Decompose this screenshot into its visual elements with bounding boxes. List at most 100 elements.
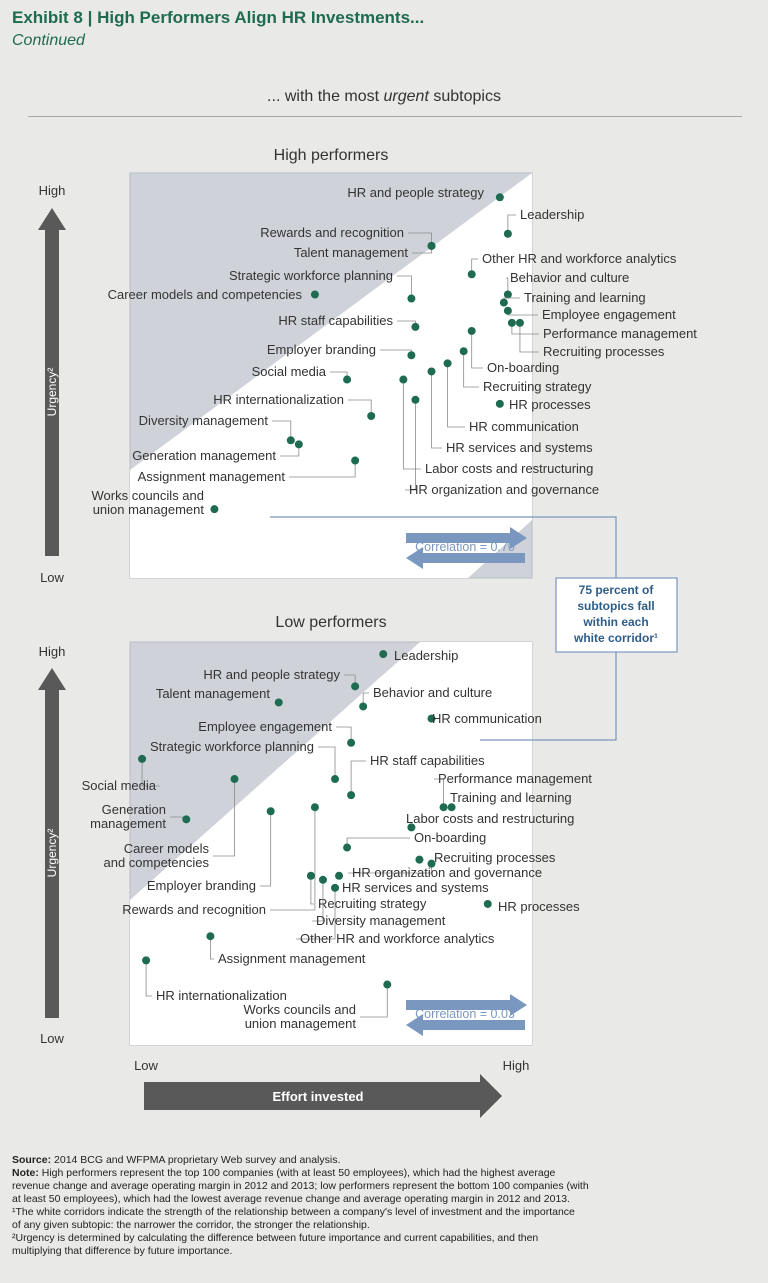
data-point [359, 702, 368, 711]
callout-line: white corridor¹ [573, 631, 658, 645]
point-label: HR staff capabilities [278, 313, 393, 328]
point-label: HR communication [469, 419, 579, 434]
data-point [503, 290, 512, 299]
white-corridor [130, 642, 532, 1045]
note-line-0: Note: High performers represent the top … [12, 1167, 760, 1180]
chart-title: High performers [274, 147, 389, 164]
point-label: Talent management [294, 245, 409, 260]
point-label: union management [245, 1016, 357, 1031]
point-label: Recruiting processes [434, 850, 556, 865]
leader-line [145, 960, 152, 997]
point-label: HR processes [498, 899, 580, 914]
data-point [379, 650, 388, 659]
point-label: Strategic workforce planning [150, 739, 314, 754]
point-label: Labor costs and restructuring [406, 811, 574, 826]
correlation-arrow-left [406, 547, 525, 569]
point-label: HR and people strategy [203, 667, 340, 682]
data-point [443, 359, 452, 368]
note-text-0: High performers represent the top 100 co… [41, 1167, 556, 1179]
data-point [274, 698, 283, 707]
point-label: Employer branding [147, 878, 256, 893]
point-label: HR services and systems [342, 880, 489, 895]
point-label: HR internationalization [156, 988, 287, 1003]
x-axis-arrow [144, 1074, 502, 1118]
y-axis-arrow [38, 668, 66, 1018]
point-label: Other HR and workforce analytics [300, 931, 495, 946]
leader-line [397, 275, 412, 299]
data-point [294, 440, 303, 449]
point-label: HR and people strategy [347, 185, 484, 200]
data-point [331, 775, 340, 784]
data-point [182, 815, 191, 824]
point-label: Works councils and [244, 1002, 356, 1017]
point-label: HR communication [432, 711, 542, 726]
data-point [427, 241, 436, 250]
note-label: Note: [12, 1167, 39, 1179]
point-label: Career models and competencies [108, 287, 303, 302]
exhibit-title: Exhibit 8 | High Performers Align HR Inv… [12, 8, 425, 27]
leader-line [431, 371, 442, 449]
data-point [411, 322, 420, 331]
point-label: Leadership [520, 207, 584, 222]
data-point [206, 932, 215, 941]
data-point [210, 505, 219, 514]
point-label: Social media [82, 778, 157, 793]
point-label: Diversity management [139, 413, 269, 428]
leader-line [463, 351, 479, 388]
correlation-arrow-right [406, 994, 527, 1016]
y-axis-label: Urgency² [45, 829, 59, 878]
point-label: Training and learning [524, 290, 646, 305]
point-label: union management [93, 502, 205, 517]
leader-line [506, 277, 509, 295]
leader-line [312, 879, 324, 922]
point-label: Works councils and [92, 488, 204, 503]
callout-connector-top [270, 516, 617, 578]
point-label: Other HR and workforce analytics [482, 251, 677, 266]
data-point [399, 375, 408, 384]
point-label: On-boarding [414, 830, 486, 845]
leader-line [318, 746, 336, 780]
point-label: Performance management [543, 326, 697, 341]
callout-line: subtopics fall [577, 599, 654, 613]
data-point [415, 855, 424, 864]
point-label: HR processes [509, 397, 591, 412]
data-point [367, 412, 376, 420]
x-low-label: Low [134, 1058, 158, 1073]
data-point [306, 871, 315, 880]
note-line-2: at least 50 employees), which had the lo… [12, 1193, 571, 1205]
exhibit-title-text: High Performers Align HR Investments... [97, 8, 425, 27]
data-point [483, 899, 492, 908]
callout-box [555, 577, 678, 653]
data-point [310, 803, 319, 812]
footnotes: Source: 2014 BCG and WFPMA proprietary W… [12, 1154, 760, 1258]
data-point [230, 775, 239, 784]
correlation-label: Correlation = 0.03 [415, 1007, 515, 1021]
point-label: Labor costs and restructuring [425, 461, 593, 476]
heading-rule [28, 116, 742, 117]
data-point [331, 883, 340, 892]
callout-line: within each [582, 615, 648, 629]
data-point [407, 294, 416, 303]
chart-panel-1: Low performers High Low Urgency² Correlation… [38, 614, 592, 1046]
correlation-arrow-right [406, 527, 527, 549]
data-point [138, 754, 147, 763]
leader-line [260, 811, 272, 887]
leader-line [209, 936, 214, 960]
point-label: Performance management [438, 771, 592, 786]
y-low-label: Low [40, 1031, 64, 1046]
footnote-2-line-1: multiplying that difference by future im… [12, 1245, 233, 1257]
data-point [467, 326, 476, 335]
leader-line [519, 322, 539, 353]
data-point [495, 193, 504, 202]
point-label: Employer branding [267, 342, 376, 357]
data-point [310, 290, 319, 299]
data-point [383, 980, 392, 989]
point-label: Talent management [156, 686, 271, 701]
point-label: HR staff capabilities [370, 753, 485, 768]
leader-line [447, 363, 465, 428]
data-point [142, 956, 151, 965]
data-point [343, 375, 352, 384]
point-label: Recruiting processes [543, 344, 665, 359]
data-point [266, 807, 275, 816]
